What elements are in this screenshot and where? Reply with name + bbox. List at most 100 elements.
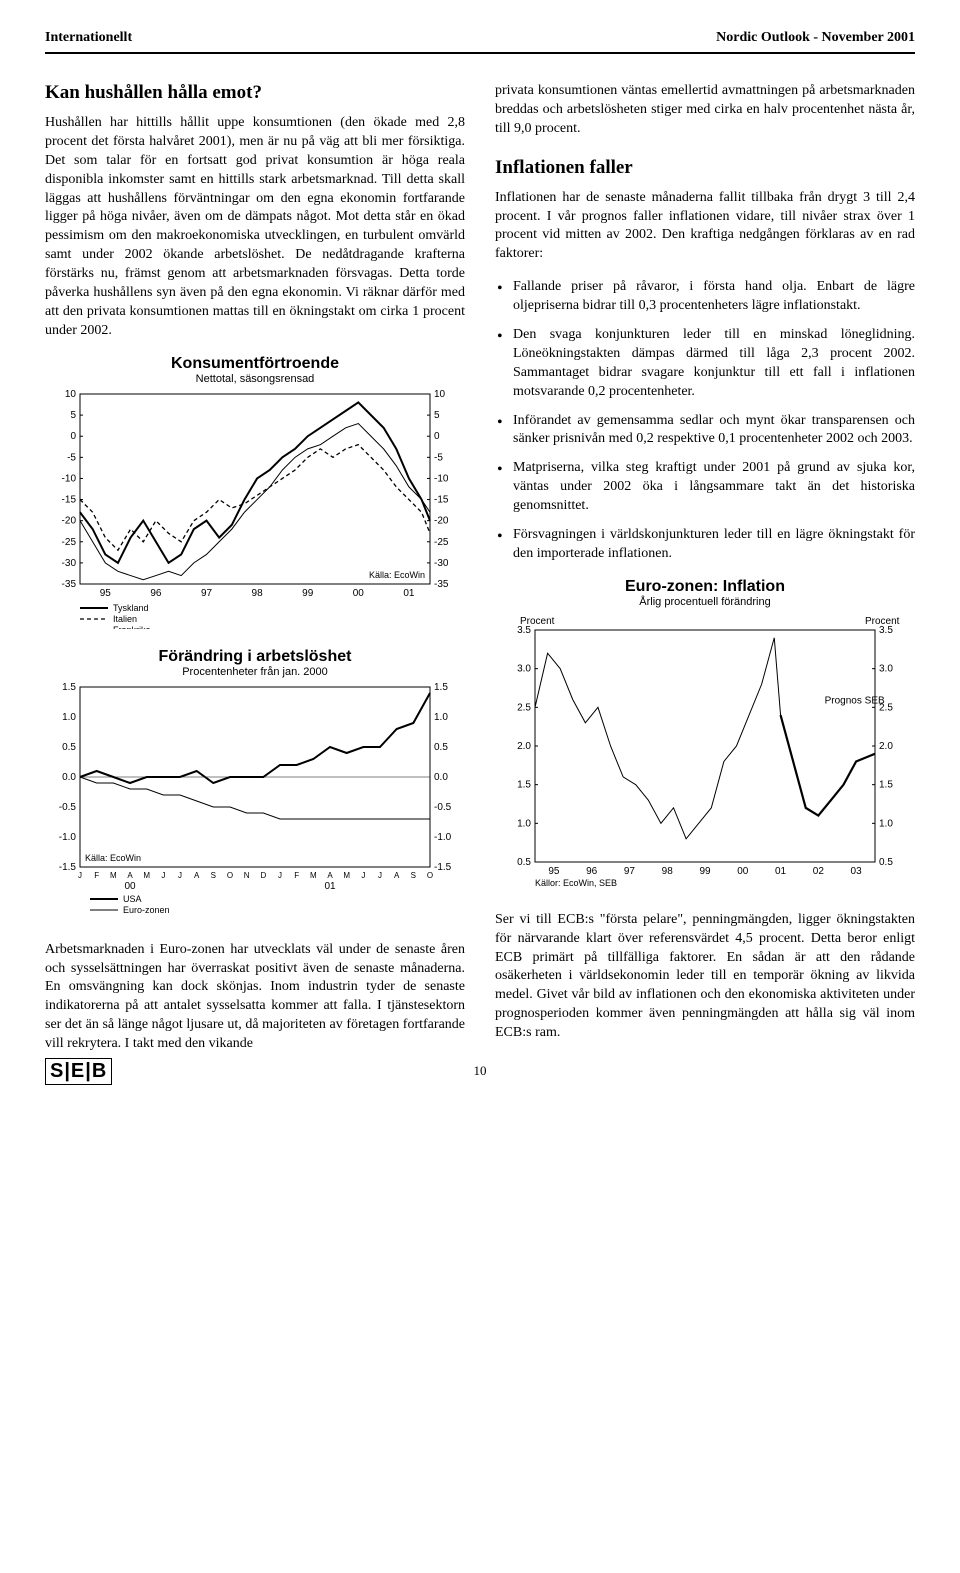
svg-text:96: 96 bbox=[150, 588, 162, 599]
svg-text:S: S bbox=[411, 871, 416, 880]
svg-text:-5: -5 bbox=[67, 452, 76, 463]
svg-text:O: O bbox=[227, 871, 233, 880]
chart1-title: Konsumentförtroende bbox=[45, 355, 465, 373]
svg-text:Frankrike: Frankrike bbox=[113, 625, 151, 629]
svg-text:0.5: 0.5 bbox=[517, 857, 531, 868]
svg-text:1.5: 1.5 bbox=[517, 779, 531, 790]
bullet-item: Införandet av gemensamma sedlar och mynt… bbox=[495, 412, 915, 450]
svg-text:A: A bbox=[194, 871, 200, 880]
svg-text:-35: -35 bbox=[434, 579, 449, 590]
chart1-subtitle: Nettotal, säsongsrensad bbox=[45, 373, 465, 385]
chart2-svg: 1.51.51.01.00.50.50.00.0-0.5-0.5-1.0-1.0… bbox=[45, 682, 465, 922]
svg-text:5: 5 bbox=[70, 410, 76, 421]
left-closing: Arbetsmarknaden i Euro-zonen har utveckl… bbox=[45, 941, 465, 1054]
svg-text:-30: -30 bbox=[434, 558, 449, 569]
svg-text:3.5: 3.5 bbox=[879, 625, 893, 636]
svg-text:96: 96 bbox=[586, 866, 598, 877]
right-closing: Ser vi till ECB:s "första pelare", penni… bbox=[495, 911, 915, 1043]
svg-text:1.0: 1.0 bbox=[517, 818, 531, 829]
svg-text:97: 97 bbox=[201, 588, 213, 599]
chart2-subtitle: Procentenheter från jan. 2000 bbox=[45, 666, 465, 678]
svg-text:-30: -30 bbox=[62, 558, 77, 569]
svg-text:M: M bbox=[343, 871, 350, 880]
svg-text:98: 98 bbox=[662, 866, 674, 877]
svg-text:-20: -20 bbox=[62, 515, 77, 526]
svg-text:N: N bbox=[244, 871, 250, 880]
svg-text:-1.0: -1.0 bbox=[434, 832, 452, 843]
svg-text:99: 99 bbox=[699, 866, 711, 877]
svg-text:01: 01 bbox=[775, 866, 787, 877]
svg-text:F: F bbox=[294, 871, 299, 880]
svg-text:M: M bbox=[110, 871, 117, 880]
svg-text:2.0: 2.0 bbox=[879, 741, 893, 752]
svg-text:J: J bbox=[361, 871, 365, 880]
chart-unemployment: Förändring i arbetslöshet Procentenheter… bbox=[45, 648, 465, 927]
svg-text:Källa: EcoWin: Källa: EcoWin bbox=[369, 570, 425, 580]
page-header: Internationellt Nordic Outlook - Novembe… bbox=[45, 30, 915, 46]
svg-text:99: 99 bbox=[302, 588, 314, 599]
svg-text:O: O bbox=[427, 871, 433, 880]
svg-text:Italien: Italien bbox=[113, 614, 137, 624]
right-column: privata konsumtionen väntas emellertid a… bbox=[495, 82, 915, 1054]
svg-text:-1.0: -1.0 bbox=[59, 832, 77, 843]
svg-text:10: 10 bbox=[434, 389, 446, 400]
svg-text:Prognos SEB: Prognos SEB bbox=[825, 695, 885, 706]
svg-text:01: 01 bbox=[403, 588, 415, 599]
svg-text:-10: -10 bbox=[434, 473, 449, 484]
bullet-item: Den svaga konjunkturen leder till en min… bbox=[495, 326, 915, 402]
svg-text:1.5: 1.5 bbox=[879, 779, 893, 790]
svg-text:0: 0 bbox=[70, 431, 76, 442]
header-left: Internationellt bbox=[45, 30, 132, 46]
left-title: Kan hushållen hålla emot? bbox=[45, 82, 465, 104]
header-right: Nordic Outlook - November 2001 bbox=[716, 30, 915, 46]
right-para2: Inflationen har de senaste månaderna fal… bbox=[495, 189, 915, 265]
svg-text:Källa: EcoWin: Källa: EcoWin bbox=[85, 853, 141, 863]
svg-text:2.5: 2.5 bbox=[517, 702, 531, 713]
svg-text:Tyskland: Tyskland bbox=[113, 603, 149, 613]
svg-text:98: 98 bbox=[252, 588, 264, 599]
svg-text:0.0: 0.0 bbox=[62, 772, 76, 783]
svg-text:3.0: 3.0 bbox=[879, 663, 893, 674]
svg-text:00: 00 bbox=[737, 866, 749, 877]
svg-text:01: 01 bbox=[324, 881, 336, 892]
svg-text:D: D bbox=[260, 871, 266, 880]
svg-text:-25: -25 bbox=[434, 536, 449, 547]
svg-text:A: A bbox=[327, 871, 333, 880]
svg-text:-1.5: -1.5 bbox=[434, 862, 452, 873]
svg-text:Källor: EcoWin, SEB: Källor: EcoWin, SEB bbox=[535, 878, 617, 888]
svg-text:M: M bbox=[310, 871, 317, 880]
svg-text:3.5: 3.5 bbox=[517, 625, 531, 636]
svg-text:J: J bbox=[161, 871, 165, 880]
svg-text:0: 0 bbox=[434, 431, 440, 442]
svg-text:95: 95 bbox=[100, 588, 112, 599]
svg-text:-1.5: -1.5 bbox=[59, 862, 77, 873]
chart-consumer-confidence: Konsumentförtroende Nettotal, säsongsren… bbox=[45, 355, 465, 634]
svg-text:-15: -15 bbox=[62, 494, 77, 505]
page-number: 10 bbox=[474, 1063, 487, 1079]
svg-text:Euro-zonen: Euro-zonen bbox=[123, 905, 170, 915]
right-para-top: privata konsumtionen väntas emellertid a… bbox=[495, 82, 915, 139]
svg-text:00: 00 bbox=[124, 881, 136, 892]
right-bullets: Fallande priser på råvaror, i första han… bbox=[495, 278, 915, 564]
chart1-svg: 10105500-5-5-10-10-15-15-20-20-25-25-30-… bbox=[45, 389, 465, 629]
svg-text:M: M bbox=[143, 871, 150, 880]
svg-text:S: S bbox=[211, 871, 216, 880]
chart3-title: Euro-zonen: Inflation bbox=[495, 578, 915, 596]
svg-text:1.5: 1.5 bbox=[434, 682, 448, 693]
svg-text:-5: -5 bbox=[434, 452, 443, 463]
svg-text:03: 03 bbox=[851, 866, 863, 877]
svg-text:0.0: 0.0 bbox=[434, 772, 448, 783]
svg-text:2.0: 2.0 bbox=[517, 741, 531, 752]
svg-text:-20: -20 bbox=[434, 515, 449, 526]
svg-text:02: 02 bbox=[813, 866, 825, 877]
chart3-svg: ProcentProcent3.53.53.03.02.52.52.02.01.… bbox=[495, 612, 915, 892]
svg-text:J: J bbox=[378, 871, 382, 880]
svg-text:USA: USA bbox=[123, 894, 142, 904]
chart2-title: Förändring i arbetslöshet bbox=[45, 648, 465, 666]
right-subtitle: Inflationen faller bbox=[495, 157, 915, 179]
bullet-item: Fallande priser på råvaror, i första han… bbox=[495, 278, 915, 316]
svg-text:5: 5 bbox=[434, 410, 440, 421]
svg-text:-15: -15 bbox=[434, 494, 449, 505]
svg-text:0.5: 0.5 bbox=[62, 742, 76, 753]
chart-inflation: Euro-zonen: Inflation Årlig procentuell … bbox=[495, 578, 915, 897]
